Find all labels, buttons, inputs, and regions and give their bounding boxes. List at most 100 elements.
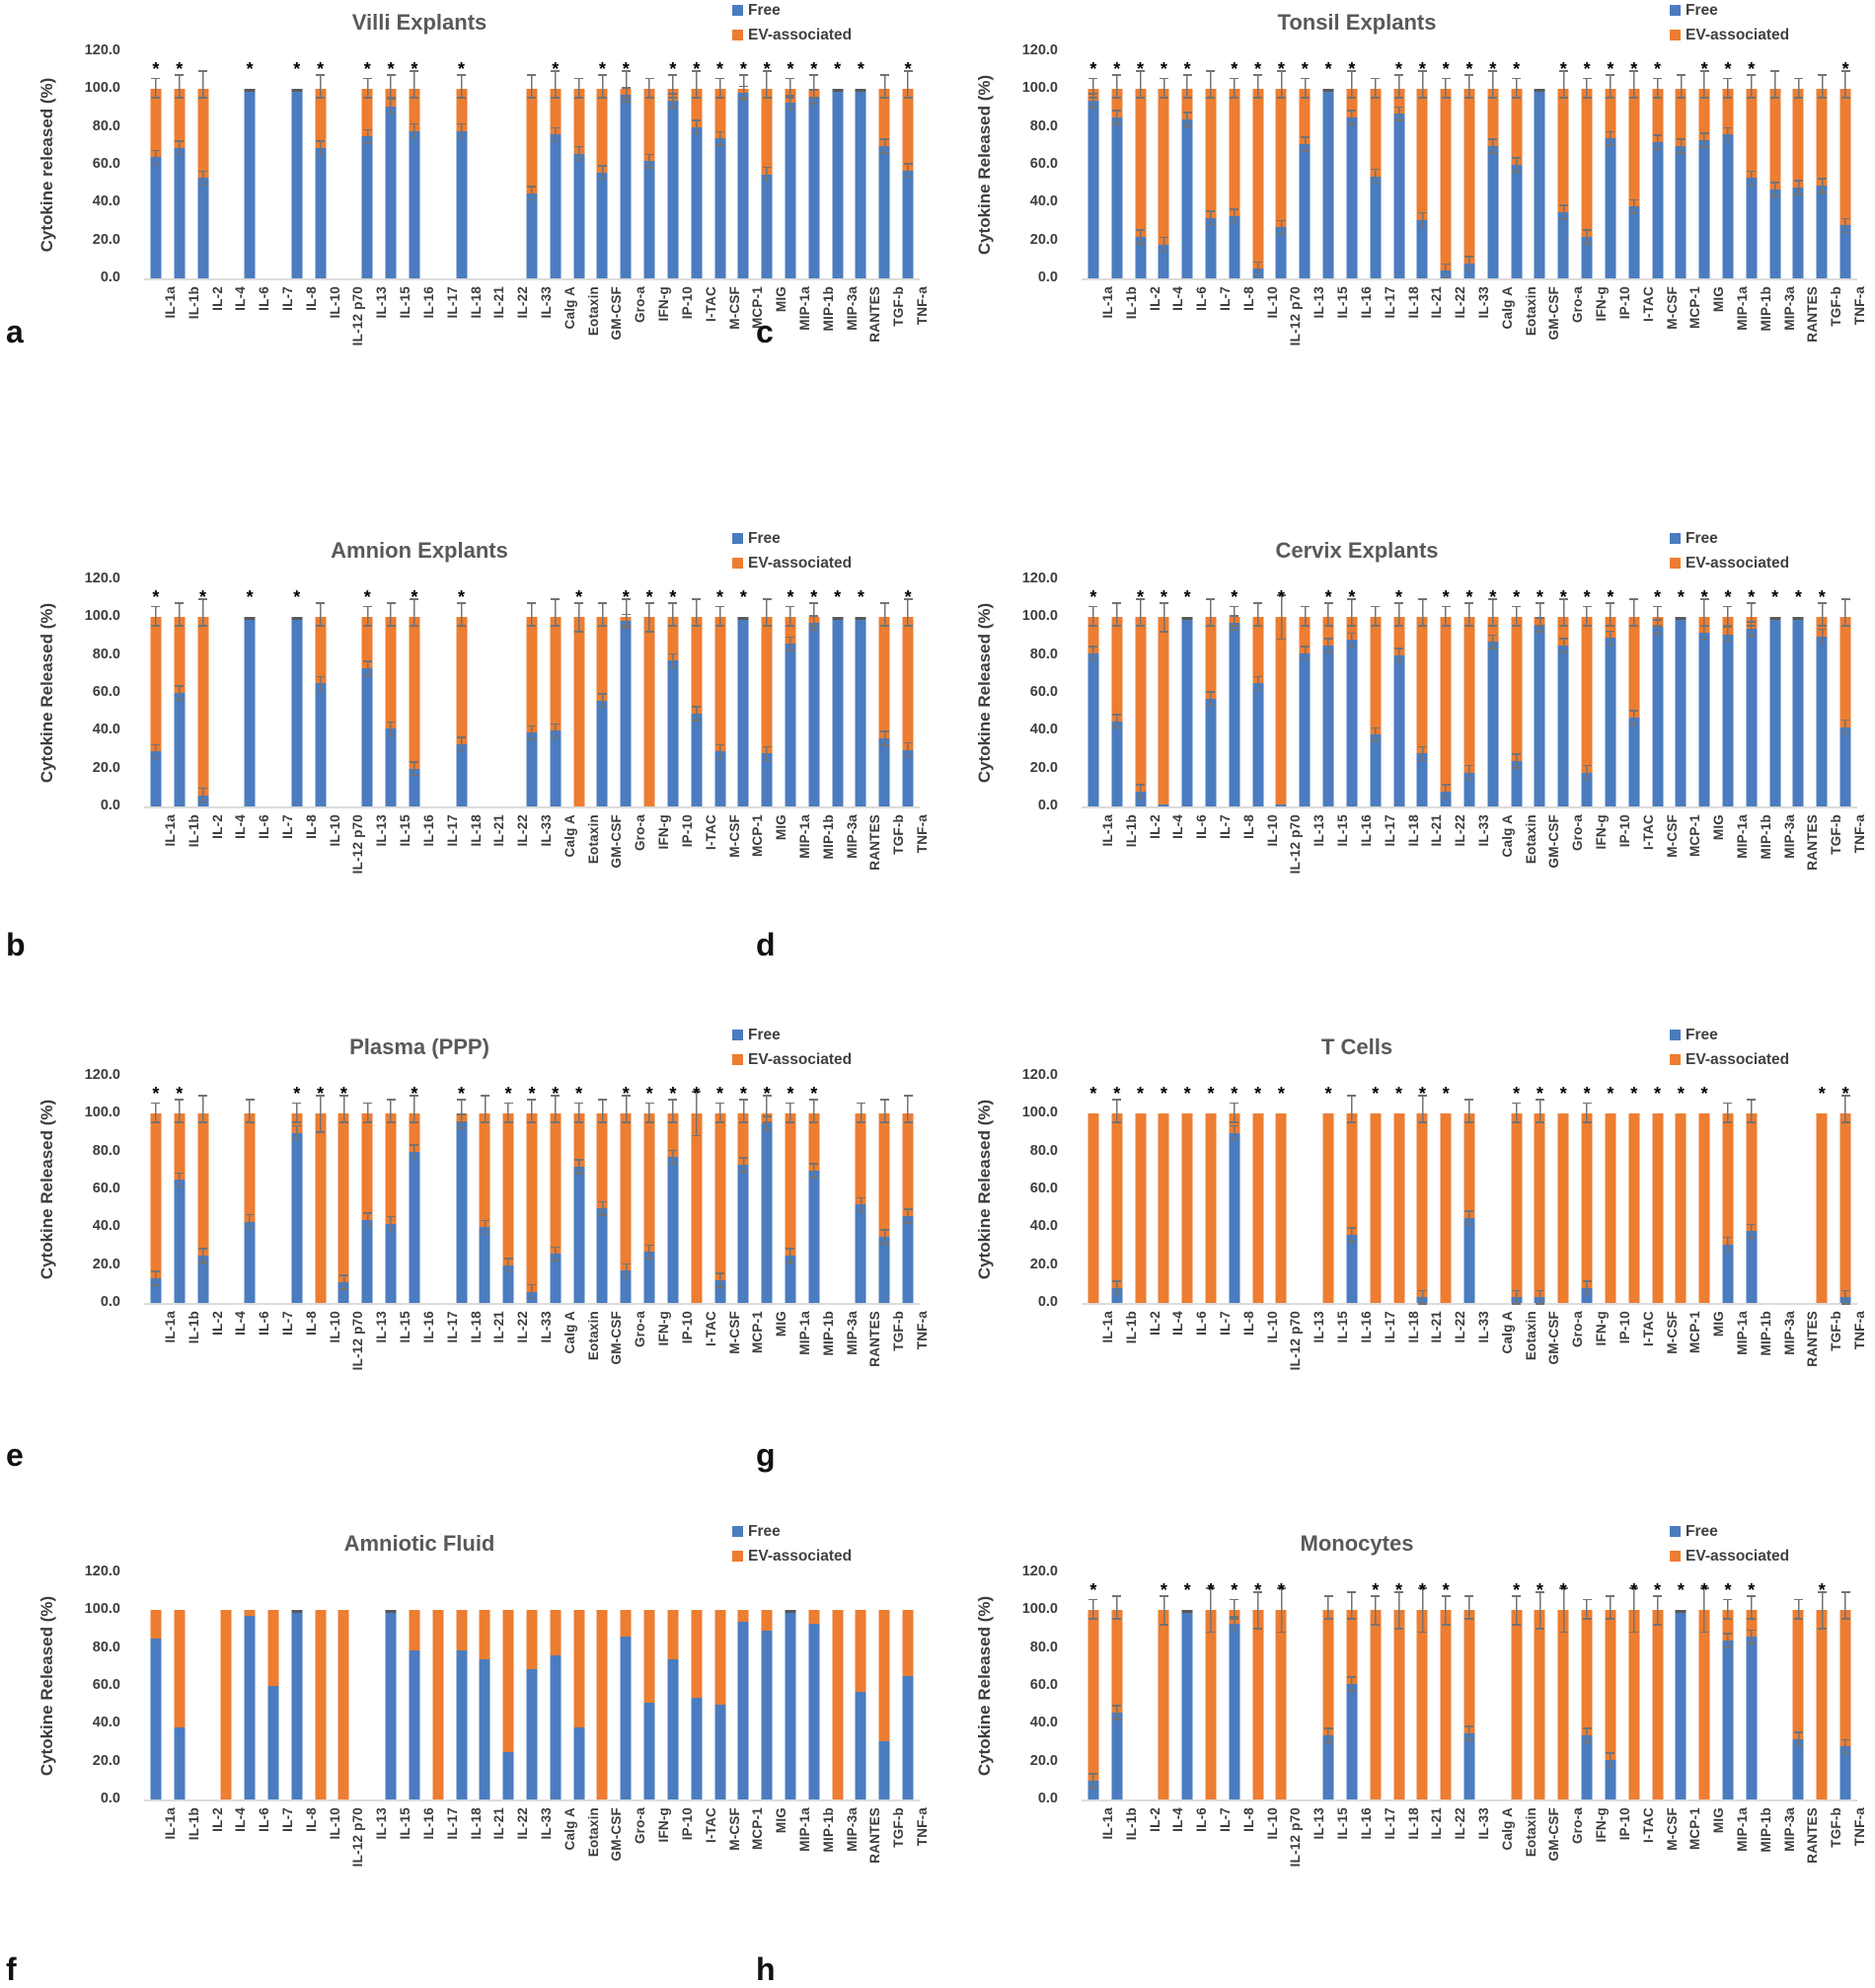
bar-slot-TNF-a: * <box>896 51 920 278</box>
error-bar-MIG-top <box>762 70 772 99</box>
x-label-RANTES: RANTES <box>1805 286 1821 343</box>
bar-IL-16-free <box>409 130 420 278</box>
x-label-Gro-a: Gro-a <box>1570 814 1586 852</box>
bar-IL-16-free <box>1346 1235 1358 1303</box>
bar-slot-IL-21 <box>473 579 496 806</box>
x-label-I-TAC: I-TAC <box>703 1807 718 1843</box>
bar-slot-IL-1a: * <box>1082 579 1105 806</box>
bar-MIP-1b-free <box>1746 628 1758 806</box>
error-bar-TGF-b-junction <box>879 730 889 747</box>
legend-ev-item: EV-associated <box>1670 27 1789 44</box>
x-label-MIG: MIG <box>1711 286 1727 313</box>
bar-IL-12 p70-ev <box>1275 89 1287 228</box>
bar-slot-IFN-g <box>638 1572 661 1799</box>
bar-I-TAC-free <box>691 126 703 278</box>
legend-free-label: Free <box>1686 2 1718 19</box>
bar-IL-17-ev <box>432 1610 444 1799</box>
bar-MIP-3a-cap <box>832 88 844 93</box>
bar-slot-IP-10: * <box>661 579 685 806</box>
error-bar-MIP-1b-top <box>1747 1099 1757 1123</box>
x-label-IL-18: IL-18 <box>468 1311 484 1343</box>
x-label-IL-12 p70: IL-12 p70 <box>1288 1807 1304 1868</box>
error-bar-TGF-b-top <box>1817 602 1827 627</box>
legend-free-item: Free <box>732 530 852 548</box>
bar-MIP-3a-free <box>1769 617 1781 806</box>
bar-RANTES-ev <box>1792 1610 1804 1739</box>
error-bar-M-CSF-top <box>1653 77 1663 100</box>
asterisk-RANTES: * <box>857 59 864 79</box>
bar-IL-33-ev <box>526 89 538 193</box>
x-label-MIP-1b: MIP-1b <box>1758 1311 1773 1356</box>
error-bar-TNF-a-top <box>1840 1591 1850 1620</box>
bar-slot-IL-17 <box>1364 579 1388 806</box>
x-label-I-TAC: I-TAC <box>1640 814 1656 850</box>
bar-slot-IL-18: * <box>450 51 474 278</box>
bar-IL-8-free <box>1229 1623 1240 1799</box>
error-bar-IL-6-top <box>1182 74 1192 99</box>
legend: Free EV-associated <box>1670 1027 1789 1069</box>
bar-IL-13-ev <box>1299 89 1311 144</box>
y-tick-100: 100.0 <box>84 1601 120 1618</box>
bar-IL-13-free <box>1299 143 1311 278</box>
error-bar-IL-1a-top <box>1088 605 1098 628</box>
bar-slot-MIG <box>755 579 779 806</box>
legend-free-label: Free <box>1686 1523 1718 1540</box>
y-tick-0: 0.0 <box>100 1294 120 1310</box>
bar-slot-IL-15: * <box>1316 1076 1340 1303</box>
y-tick-40: 40.0 <box>92 193 120 210</box>
bar-slot-Calg A: * <box>1481 579 1505 806</box>
y-tick-100: 100.0 <box>1021 1105 1058 1121</box>
x-label-IL-33: IL-33 <box>539 1807 554 1840</box>
bar-slot-MIG: * <box>1692 1572 1716 1799</box>
bar-TNF-a-ev <box>902 617 914 750</box>
bar-IL-1b-free <box>174 693 186 806</box>
error-bar-IFN-g-junction <box>1582 1727 1592 1743</box>
x-label-IFN-g: IFN-g <box>1594 286 1610 322</box>
x-label-IL-16: IL-16 <box>1358 814 1374 847</box>
bar-IL-15-free <box>1322 1734 1334 1799</box>
bar-slot-Gro-a: * <box>614 51 638 278</box>
bar-MIP-3a-free <box>832 89 844 278</box>
x-label-MCP-1: MCP-1 <box>750 1311 766 1354</box>
x-label-IL-15: IL-15 <box>398 286 413 319</box>
x-label-M-CSF: M-CSF <box>1664 1807 1680 1851</box>
bar-slot-Eotaxin: * <box>1505 1572 1529 1799</box>
bar-IP-10-free <box>1605 638 1616 806</box>
bar-IL-21-free <box>479 1227 490 1303</box>
x-label-M-CSF: M-CSF <box>1664 814 1680 858</box>
asterisk-TGF-b: * <box>1818 587 1826 607</box>
asterisk-IL-10: * <box>1254 59 1262 79</box>
bar-slot-IL-15: * <box>379 51 403 278</box>
bar-slot-IL-1a <box>144 1572 168 1799</box>
error-bar-IL-17-top <box>1371 605 1381 628</box>
x-label-MIP-3a: MIP-3a <box>844 814 860 859</box>
asterisk-IL-16: * <box>411 59 418 79</box>
bar-IL-21-ev <box>1416 617 1428 754</box>
bar-IL-15-free <box>385 106 397 278</box>
x-label-IL-21: IL-21 <box>1429 286 1445 319</box>
x-label-IL-21: IL-21 <box>1429 1311 1445 1343</box>
asterisk-Gro-a: * <box>1559 587 1567 607</box>
bar-IL-10-free <box>315 683 327 806</box>
error-bar-IL-10-top <box>1253 74 1263 99</box>
x-label-IP-10: IP-10 <box>1616 1807 1632 1841</box>
x-label-IL-16: IL-16 <box>420 1311 436 1343</box>
bar-slot-IP-10: * <box>661 1076 685 1303</box>
x-label-IFN-g: IFN-g <box>1594 1807 1610 1843</box>
asterisk-MIG: * <box>763 1084 771 1104</box>
bar-MIP-1a-ev <box>1722 1113 1734 1245</box>
bar-slot-MIG <box>755 1572 779 1799</box>
legend-ev-item: EV-associated <box>732 27 852 44</box>
bar-slot-GM-CSF <box>591 1076 615 1303</box>
bar-slot-M-CSF: * <box>1646 1076 1670 1303</box>
error-bar-IL-6-junction <box>245 1213 255 1230</box>
bar-IL-8-free <box>291 91 303 278</box>
bar-IL-1a-ev <box>150 1610 162 1640</box>
bar-slot-Gro-a: * <box>1551 1572 1575 1799</box>
y-tick-120: 120.0 <box>84 42 120 58</box>
bar-Calg A-ev <box>550 1610 562 1656</box>
bar-slot-IL-6: * <box>1175 1572 1199 1799</box>
error-bar-IL-21-junction <box>1417 211 1427 228</box>
bar-slot-TNF-a: * <box>1834 51 1857 278</box>
bar-IL-6-free <box>1181 119 1193 278</box>
